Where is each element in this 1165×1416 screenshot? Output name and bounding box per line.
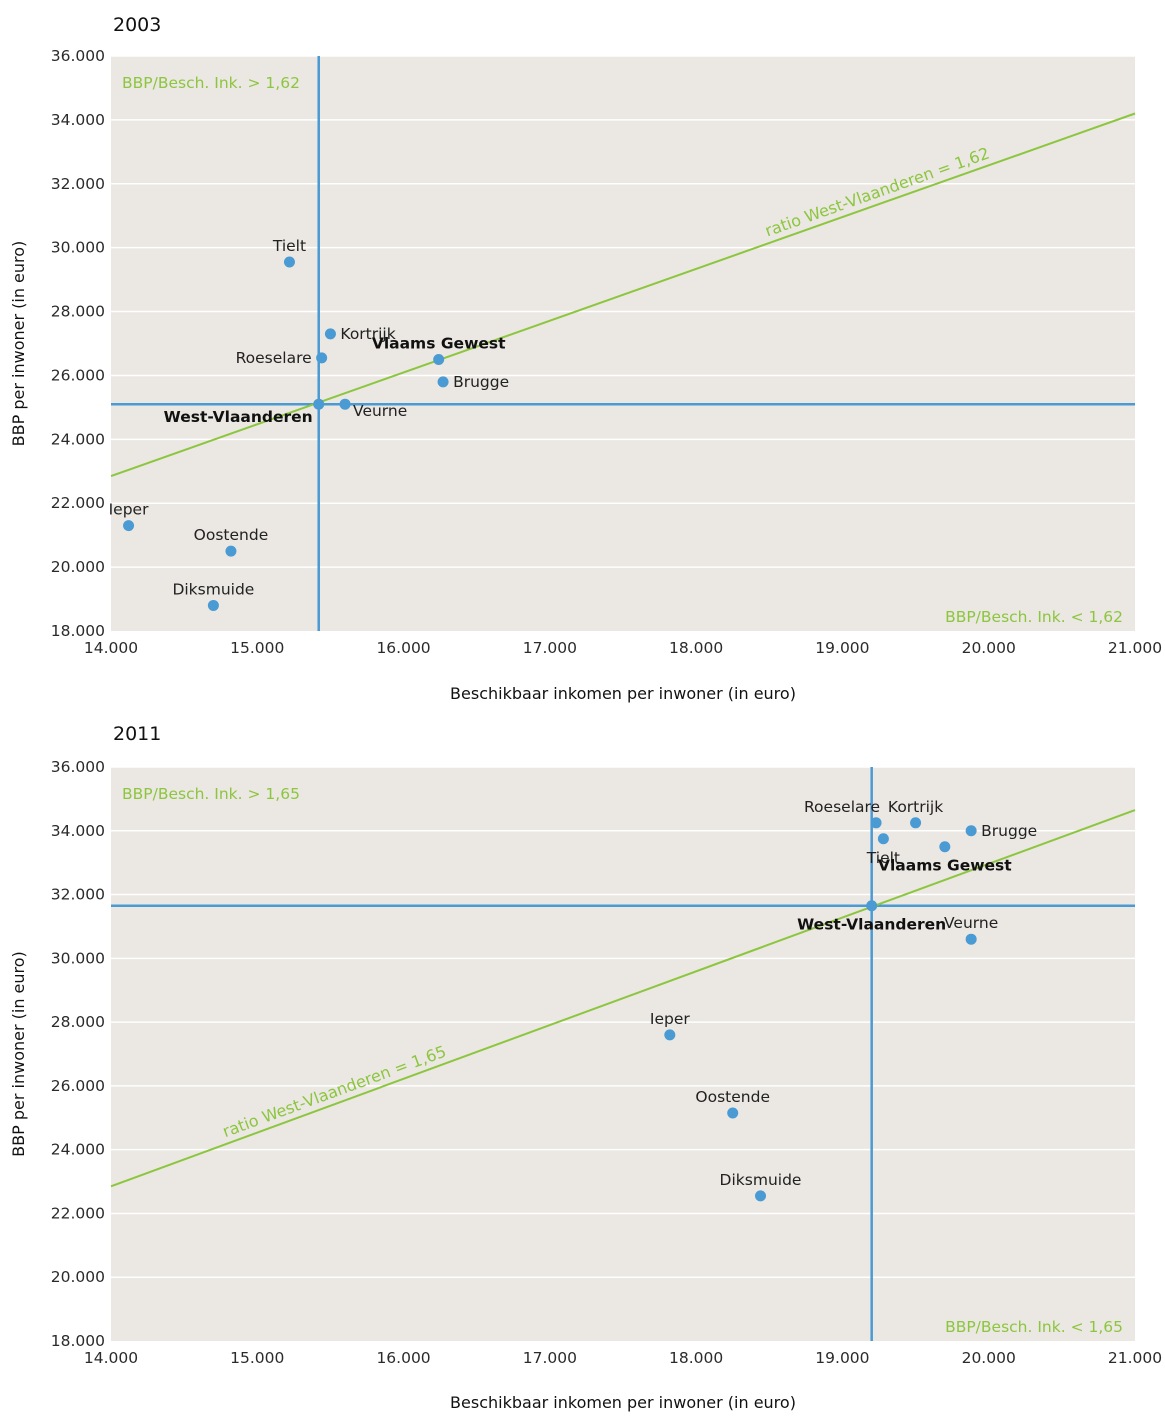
data-point xyxy=(877,833,889,845)
y-tick-label: 28.000 xyxy=(51,303,105,321)
point-label: Ieper xyxy=(650,1010,690,1028)
data-point xyxy=(123,520,135,532)
x-tick-label: 14.000 xyxy=(84,639,138,657)
x-axis-label: Beschikbaar inkomen per inwoner (in euro… xyxy=(450,1393,796,1412)
y-tick-label: 26.000 xyxy=(51,366,105,384)
x-tick-label: 20.000 xyxy=(962,1349,1016,1367)
y-tick-label: 32.000 xyxy=(51,886,105,904)
x-tick-label: 15.000 xyxy=(230,639,284,657)
point-label: Roeselare xyxy=(804,798,880,816)
chart-1: 2011 18.000 20.000 22.000 24.000 26.000 28.000… xyxy=(9,723,1162,1412)
x-tick-label: 21.000 xyxy=(1108,639,1162,657)
point-label: Veurne xyxy=(944,914,998,932)
y-tick-label: 20.000 xyxy=(51,558,105,576)
point-label: Roeselare xyxy=(236,349,312,367)
data-point xyxy=(225,545,237,557)
y-tick-label: 26.000 xyxy=(51,1077,105,1095)
x-tick-label: 20.000 xyxy=(962,639,1016,657)
data-point xyxy=(910,817,922,829)
y-axis-label: BBP per inwoner (in euro) xyxy=(9,241,28,447)
data-point xyxy=(324,328,336,340)
point-label: Tielt xyxy=(272,237,306,255)
data-point xyxy=(437,376,449,388)
point-label: Vlaams Gewest xyxy=(372,334,506,352)
zone-label-upper: BBP/Besch. Ink. > 1,62 xyxy=(122,74,300,92)
y-tick-label: 30.000 xyxy=(51,239,105,257)
plot-area xyxy=(111,767,1135,1341)
chart-title: 2003 xyxy=(113,14,161,36)
data-point xyxy=(433,353,445,365)
data-point xyxy=(965,825,977,837)
x-tick-label: 14.000 xyxy=(84,1349,138,1367)
zone-label-lower: BBP/Besch. Ink. < 1,65 xyxy=(945,1318,1123,1336)
data-point xyxy=(755,1190,767,1202)
y-tick-label: 22.000 xyxy=(51,1204,105,1222)
x-tick-label: 16.000 xyxy=(376,1349,430,1367)
y-tick-label: 22.000 xyxy=(51,494,105,512)
ratio-line xyxy=(110,809,1136,1188)
y-tick-label: 36.000 xyxy=(51,47,105,65)
x-tick-label: 15.000 xyxy=(230,1349,284,1367)
x-tick-label: 19.000 xyxy=(815,1349,869,1367)
data-point xyxy=(283,256,295,268)
point-label: Brugge xyxy=(981,822,1037,840)
y-tick-label: 18.000 xyxy=(51,1332,105,1350)
x-tick-label: 17.000 xyxy=(523,1349,577,1367)
data-point xyxy=(664,1029,676,1041)
ratio-line xyxy=(110,112,1136,478)
x-tick-label: 18.000 xyxy=(669,639,723,657)
point-label: Kortrijk xyxy=(888,798,943,816)
x-axis-label: Beschikbaar inkomen per inwoner (in euro… xyxy=(450,684,796,703)
x-tick-label: 19.000 xyxy=(815,639,869,657)
data-point xyxy=(727,1107,739,1119)
y-tick-label: 36.000 xyxy=(51,758,105,776)
point-label: Brugge xyxy=(453,373,509,391)
point-label: Oostende xyxy=(695,1088,770,1106)
point-label: Kortrijk xyxy=(340,325,395,343)
point-label: Diksmuide xyxy=(720,1171,802,1189)
x-tick-label: 21.000 xyxy=(1108,1349,1162,1367)
x-tick-label: 16.000 xyxy=(376,639,430,657)
y-tick-label: 28.000 xyxy=(51,1013,105,1031)
y-tick-label: 32.000 xyxy=(51,175,105,193)
data-point xyxy=(939,841,951,853)
x-tick-label: 18.000 xyxy=(669,1349,723,1367)
data-point xyxy=(316,352,328,364)
point-label: Oostende xyxy=(194,526,269,544)
data-point xyxy=(965,933,977,945)
y-tick-label: 34.000 xyxy=(51,822,105,840)
y-axis-label: BBP per inwoner (in euro) xyxy=(9,951,28,1157)
data-point xyxy=(870,817,882,829)
point-label: Diksmuide xyxy=(172,580,254,598)
y-tick-label: 20.000 xyxy=(51,1268,105,1286)
zone-label-lower: BBP/Besch. Ink. < 1,62 xyxy=(945,608,1123,626)
y-tick-label: 24.000 xyxy=(51,1141,105,1159)
y-tick-label: 30.000 xyxy=(51,949,105,967)
point-label: Veurne xyxy=(353,402,407,420)
point-label: Ieper xyxy=(109,501,149,519)
y-tick-label: 34.000 xyxy=(51,111,105,129)
data-point xyxy=(313,398,325,410)
zone-label-upper: BBP/Besch. Ink. > 1,65 xyxy=(122,785,300,803)
chart-0: 2003 18.000 20.000 22.000 24.000 26.000 28.000… xyxy=(9,14,1162,703)
y-tick-label: 24.000 xyxy=(51,430,105,448)
data-point xyxy=(866,900,878,912)
plot-area xyxy=(111,56,1135,631)
point-label: Tielt xyxy=(866,849,900,867)
data-point xyxy=(339,398,351,410)
y-tick-label: 18.000 xyxy=(51,622,105,640)
point-label: West-Vlaanderen xyxy=(164,408,313,426)
point-label: Vlaams Gewest xyxy=(878,857,1012,875)
data-point xyxy=(207,599,219,611)
point-label: West-Vlaanderen xyxy=(797,916,946,934)
x-tick-label: 17.000 xyxy=(523,639,577,657)
chart-title: 2011 xyxy=(113,723,161,745)
